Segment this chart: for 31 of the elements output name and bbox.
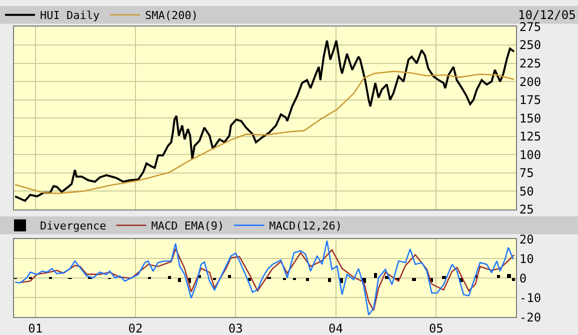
y-tick-label: 275 <box>519 20 542 34</box>
y-tick-label: 150 <box>519 111 542 126</box>
x-tick-label: 01 <box>28 322 43 335</box>
y-tick-label: -10 <box>519 290 542 305</box>
y-tick-label: 250 <box>519 38 542 52</box>
y-tick-label: 200 <box>519 74 542 89</box>
y-tick-label: 10 <box>519 252 534 266</box>
line-series <box>19 248 515 312</box>
legend-label: SMA(200) <box>144 9 198 22</box>
line-series <box>14 70 515 194</box>
legend-label: MACD(12,26) <box>269 220 342 233</box>
legend-label: MACD EMA(9) <box>151 220 224 233</box>
line-series <box>14 240 514 316</box>
y-tick-label: 50 <box>519 184 534 198</box>
y-tick-label: 0 <box>519 271 527 286</box>
y-tick-label: 225 <box>519 56 542 70</box>
x-tick-label: 04 <box>328 322 343 335</box>
y-tick-label: 20 <box>519 232 534 246</box>
x-tick-label: 02 <box>128 322 143 335</box>
x-tick-label: 05 <box>428 322 444 335</box>
text: 10/12/05 <box>518 8 576 22</box>
x-tick-label: 03 <box>228 322 243 335</box>
line-series <box>14 40 516 202</box>
y-tick-label: 125 <box>519 130 542 144</box>
legend-label: HUI Daily <box>40 9 100 22</box>
y-tick-label: 25 <box>519 202 534 217</box>
y-tick-label: -20 <box>519 310 542 324</box>
y-tick-label: 75 <box>519 166 534 180</box>
legend-label: Divergence <box>40 220 106 233</box>
y-tick-label: 175 <box>519 93 542 108</box>
y-tick-label: 100 <box>519 148 542 162</box>
